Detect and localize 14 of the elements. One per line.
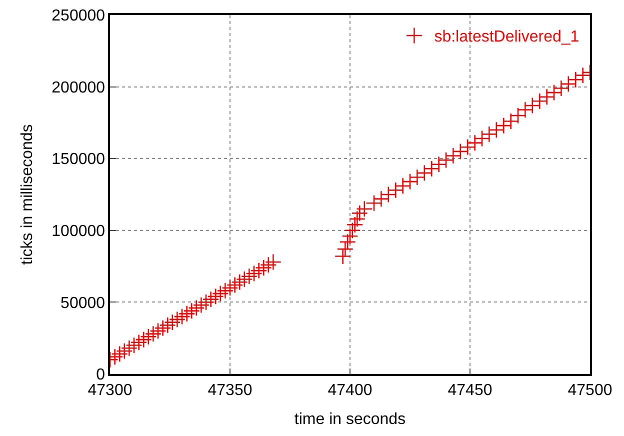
legend-label: sb:latestDelivered_1: [434, 28, 580, 46]
y-tick-label: 100000: [52, 223, 106, 240]
y-tick-label: 50000: [60, 294, 106, 312]
y-tick-label: 250000: [52, 8, 106, 25]
x-tick-label: 47300: [88, 382, 132, 399]
x-tick-label: 47350: [208, 382, 252, 399]
y-tick-label: 200000: [52, 79, 106, 96]
x-tick-label: 47450: [448, 382, 492, 399]
y-tick-label: 0: [96, 366, 106, 384]
x-tick-label: 47400: [328, 382, 372, 399]
y-axis-title: ticks in milliseconds: [19, 124, 36, 265]
y-tick-label: 150000: [52, 151, 106, 168]
x-tick-label: 47500: [568, 382, 612, 399]
x-axis-title: time in seconds: [294, 411, 406, 428]
